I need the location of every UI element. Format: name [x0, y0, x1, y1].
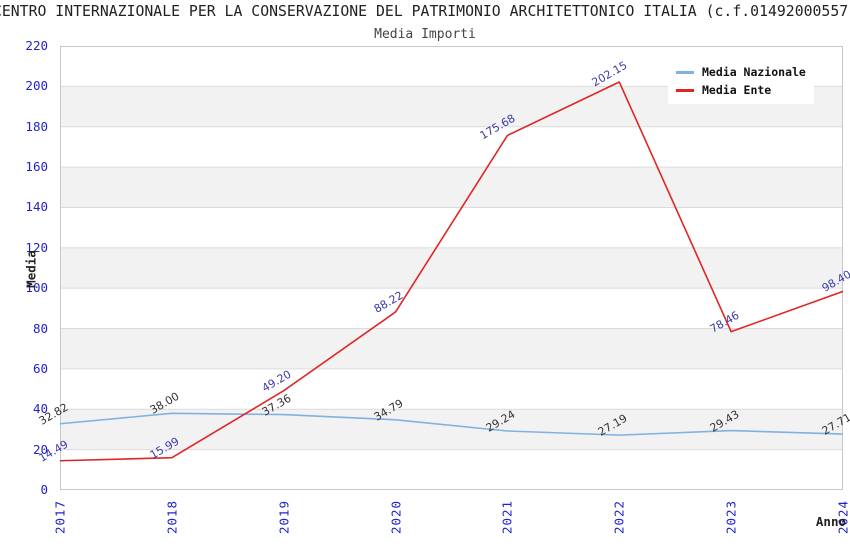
x-tick-label: 2021: [499, 499, 515, 535]
x-tick-label: 2020: [388, 499, 404, 535]
legend-label-media-ente: Media Ente: [702, 83, 772, 97]
y-tick-label: 140: [25, 199, 48, 215]
y-tick-label: 0: [40, 482, 48, 497]
legend-item-media-ente: Media Ente: [676, 83, 806, 97]
media-ente-line: [60, 81, 843, 462]
y-tick-label: 60: [32, 360, 48, 376]
x-tick-label: 2017: [52, 499, 68, 535]
background-band: [60, 247, 843, 289]
y-tick-label: 160: [25, 159, 48, 175]
chart-title: CENTRO INTERNAZIONALE PER LA CONSERVAZIO…: [0, 3, 850, 20]
background-band: [60, 409, 843, 450]
background-band: [60, 167, 843, 208]
legend: Media Nazionale Media Ente: [668, 58, 814, 104]
plot-border: [60, 46, 843, 490]
y-axis-title: Media: [23, 250, 39, 288]
chart-title-container: CENTRO INTERNAZIONALE PER LA CONSERVAZIO…: [0, 3, 850, 23]
x-tick-label: 2022: [611, 499, 627, 535]
x-tick-label: 2019: [276, 499, 292, 535]
legend-item-media-nazionale: Media Nazionale: [676, 65, 806, 79]
x-tick-label: 2018: [164, 499, 180, 535]
chart-subtitle: Media Importi: [374, 27, 476, 42]
media-nazionale-line: [60, 412, 843, 436]
y-tick-label: 100: [25, 280, 48, 296]
plot-area: [60, 46, 843, 490]
y-tick-label: 120: [25, 239, 48, 255]
y-tick-label: 180: [25, 118, 48, 134]
media-nazionale-line-swatch: [676, 70, 694, 74]
y-tick-label: 20: [32, 441, 48, 457]
y-tick-label: 40: [32, 401, 48, 417]
y-tick-label: 80: [32, 320, 48, 336]
x-axis-title: Anno: [815, 514, 846, 529]
media-ente-line-swatch: [676, 88, 694, 92]
background-band: [60, 328, 843, 369]
y-tick-label: 200: [25, 78, 48, 94]
y-tick-label: 220: [25, 38, 48, 53]
legend-label-media-nazionale: Media Nazionale: [702, 65, 806, 79]
x-tick-label: 2023: [723, 499, 739, 535]
